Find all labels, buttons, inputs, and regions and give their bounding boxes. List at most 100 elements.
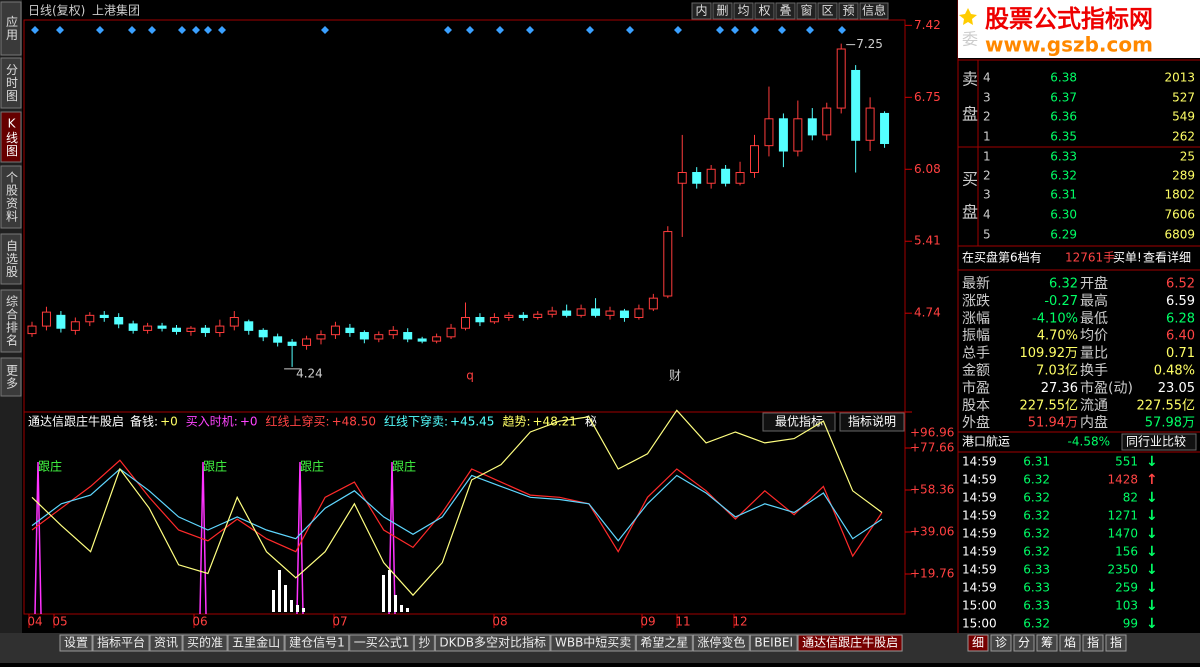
right-tab[interactable] [1059,634,1081,652]
tool-label[interactable]: 叠 [779,4,791,18]
bottom-tab-label[interactable]: 资讯 [154,636,178,650]
right-tab-label[interactable]: 指 [1110,635,1122,650]
level: 3 [983,91,991,105]
right-tab-label[interactable]: 分 [1018,636,1030,650]
bottom-tab[interactable] [413,634,435,652]
right-tab[interactable] [990,634,1012,652]
side-tab[interactable] [0,1,22,56]
bottom-tab[interactable] [182,634,228,652]
tick-time: 14:59 [962,581,997,595]
side-tab-label[interactable]: 自选股 [5,239,19,278]
right-tab-label[interactable]: 焰 [1064,635,1076,650]
bottom-tab[interactable] [149,634,183,652]
bottom-tab-label[interactable]: WBB中短买卖 [555,635,631,650]
side-tab[interactable] [0,233,22,285]
right-tab[interactable] [967,634,989,652]
tool-label[interactable]: 区 [821,4,833,18]
bottom-tab[interactable] [550,634,636,652]
candle-body [56,314,66,329]
bottom-tab-label[interactable]: 设置 [64,636,88,650]
right-tab-label[interactable]: 筹 [1041,636,1053,650]
side-tab[interactable] [0,165,22,229]
bottom-tab-label[interactable]: DKDB多空对比指标 [439,635,546,650]
stat-value: 0.71 [1166,346,1195,361]
signal-diamond [56,26,64,34]
tool-button[interactable] [691,2,712,20]
right-tab[interactable] [1013,634,1035,652]
side-tab[interactable] [0,357,22,397]
industry-compare[interactable]: 同行业比较 [1126,434,1186,449]
side-tab[interactable] [0,289,22,353]
side-tab-label[interactable]: K线图 [5,117,19,158]
bottom-tab-label[interactable]: 通达信跟庄牛股启 [802,635,898,650]
signal-label: 跟庄 [300,459,324,474]
industry-button[interactable] [1121,433,1197,451]
side-tab[interactable] [0,111,22,163]
side-tab-label[interactable]: 更多 [5,364,19,390]
bottom-tab[interactable] [749,634,798,652]
bar-deco [394,595,397,612]
signal-diamond [586,26,594,34]
tool-button[interactable] [838,2,859,20]
side-tab-label[interactable]: 应用 [5,14,19,41]
bottom-tab[interactable] [284,634,350,652]
side-tab-label[interactable]: 分时图 [5,63,19,102]
side-tab-label[interactable]: 综合排名 [5,295,19,347]
bottom-tab-label[interactable]: BEIBEI [754,636,793,650]
side-tab-label[interactable]: 个股资料 [5,171,19,223]
bottom-tab-label[interactable]: 买的准 [187,635,223,650]
right-tab[interactable] [1082,634,1104,652]
event-marker: q [466,369,474,383]
bottom-tab[interactable] [59,634,93,652]
bottom-tab-label[interactable]: 建仓信号1 [289,636,345,650]
bottom-tab-label[interactable]: 抄 [418,636,430,650]
indicator-line [31,409,883,597]
signal-label: 跟庄 [38,459,62,474]
right-tab-label[interactable]: 细 [972,636,984,650]
notice: 在买盘第6档有 [962,250,1042,265]
bottom-tab-label[interactable]: 一买公式1 [354,636,410,650]
tool-button[interactable] [796,2,817,20]
indicator-button-label[interactable]: 最优指标 [775,414,823,429]
bottom-tab[interactable] [434,634,551,652]
tool-label[interactable]: 内 [695,4,707,18]
tool-button[interactable] [817,2,838,20]
tool-button[interactable] [775,2,796,20]
indicator-button-label[interactable]: 指标说明 [848,414,896,429]
right-tab-label[interactable]: 指 [1087,635,1099,650]
bottom-tab[interactable] [227,634,285,652]
bottom-tab-label[interactable]: 五里金山 [232,635,280,650]
bottom-tab[interactable] [349,634,414,652]
side-tab[interactable] [0,57,22,109]
right-tab[interactable] [1036,634,1058,652]
tool-button[interactable] [859,2,889,20]
tool-label[interactable]: 均 [737,4,749,18]
indicator-button[interactable] [762,412,836,432]
tool-label[interactable]: 权 [758,4,770,18]
bottom-tab[interactable] [635,634,693,652]
bottom-tab-label[interactable]: 涨停变色 [697,635,745,650]
tool-label[interactable]: 窗 [800,4,812,18]
signal-diamond [626,26,634,34]
bottom-tab[interactable] [92,634,150,652]
level-volume: 6809 [1164,228,1195,242]
tick-price: 6.32 [1023,509,1050,523]
right-tab-label[interactable]: 诊 [995,636,1007,650]
indicator-button[interactable] [839,412,905,432]
candle-body [735,172,745,184]
bottom-tab[interactable] [797,634,903,652]
x-tick-label: 12 [732,615,747,629]
tool-label[interactable]: 删 [716,4,728,18]
stat-value: 57.98万 [1145,416,1195,431]
bottom-tab-label[interactable]: 指标平台 [97,635,145,650]
tool-button[interactable] [712,2,733,20]
notice-link[interactable]: 查看详细 [1143,250,1191,265]
right-tab[interactable] [1105,634,1127,652]
tool-button[interactable] [733,2,754,20]
tick-volume: 1428 [1107,473,1138,487]
bottom-tab[interactable] [692,634,750,652]
bottom-tab-label[interactable]: 希望之星 [640,635,688,650]
tool-label[interactable]: 信息 [862,3,886,18]
tool-label[interactable]: 预 [842,4,854,18]
tool-button[interactable] [754,2,775,20]
